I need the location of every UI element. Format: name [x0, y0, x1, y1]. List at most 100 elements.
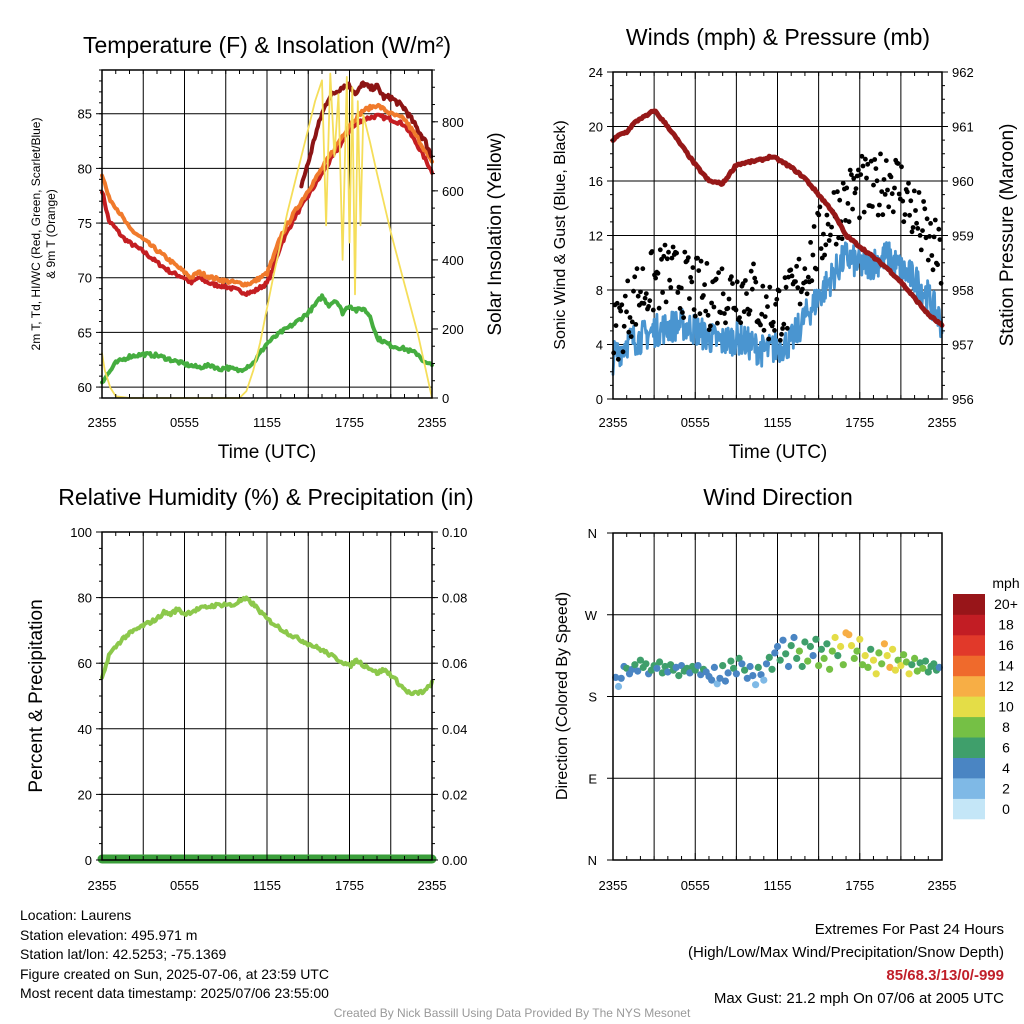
colorbar-label: 6: [1002, 739, 1010, 755]
gust-point: [810, 252, 816, 258]
direction-point: [801, 638, 809, 646]
gust-point: [902, 212, 908, 218]
direction-point: [754, 663, 762, 672]
direction-point: [878, 660, 886, 668]
gust-point: [833, 241, 839, 247]
gust-point: [907, 212, 912, 218]
temperature-ylabel-line1: 2m T, Td, HI/WC (Red, Green, Scarlet/Blu…: [29, 118, 43, 351]
speed-colorbar: 0 2 4 6 8 10 12 14 16 18 20+: [953, 594, 1018, 820]
y-tick-label: 8: [596, 283, 603, 298]
gust-point: [704, 261, 710, 266]
direction-point: [710, 663, 719, 672]
y-tick-label: 65: [78, 325, 92, 340]
credit-line: Created By Nick Bassill Using Data Provi…: [333, 1006, 691, 1020]
gust-point: [752, 275, 758, 281]
gust-point: [881, 177, 887, 182]
y-tick-label: 80: [78, 161, 92, 176]
extremes-title: Extremes For Past 24 Hours: [814, 921, 1004, 938]
gust-point: [871, 182, 876, 188]
winds-panel: Winds (mph) & Pressure (mb) 2355 0555 1155…: [552, 24, 1018, 463]
gust-point: [895, 161, 901, 166]
gust-point: [663, 299, 669, 305]
gust-point: [811, 224, 817, 229]
x-tick-label: 2355: [928, 415, 957, 430]
gust-point: [729, 274, 734, 280]
gust-point: [922, 206, 928, 212]
direction-point: [664, 668, 672, 676]
direction-point: [623, 664, 631, 672]
gust-point: [814, 266, 819, 272]
direction-point: [727, 657, 735, 665]
gust-point: [936, 226, 942, 232]
gust-point: [910, 225, 916, 230]
direction-point: [804, 657, 812, 665]
direction-point: [817, 645, 826, 653]
x-tick-label: 0555: [170, 878, 199, 893]
direction-point: [880, 640, 889, 648]
direction-point: [924, 668, 932, 676]
colorbar-swatch: [953, 737, 985, 758]
winds-title: Winds (mph) & Pressure (mb): [626, 24, 930, 50]
colorbar-label: 0: [1002, 801, 1010, 817]
gust-point: [900, 198, 906, 204]
station-info: Location: Laurens Station elevation: 495…: [20, 906, 329, 1004]
gust-point: [661, 253, 667, 259]
station-location: Location: Laurens: [20, 907, 132, 923]
gust-point: [861, 209, 867, 215]
colorbar-swatch: [953, 634, 985, 656]
direction-point: [900, 651, 908, 659]
wind-direction-gridlines: [613, 533, 942, 860]
gust-point: [723, 320, 728, 326]
gust-point: [788, 267, 794, 273]
y-tick-label: 20: [78, 787, 92, 802]
direction-point: [776, 656, 784, 664]
y2-tick-label: 0.06: [442, 656, 467, 671]
gust-point: [760, 283, 766, 289]
gust-point: [759, 311, 765, 317]
gust-point: [885, 187, 890, 193]
gust-point: [628, 334, 634, 339]
direction-point: [784, 662, 793, 671]
direction-point: [713, 680, 721, 688]
gust-point: [937, 237, 943, 243]
y-tick-label: 100: [70, 525, 92, 540]
colorbar-swatch: [953, 614, 985, 636]
gust-point: [677, 306, 683, 311]
y-tick-label: 60: [78, 656, 92, 671]
x-tick-label: 2355: [599, 415, 628, 430]
direction-point: [743, 674, 751, 682]
gust-point: [781, 321, 787, 327]
gust-point: [643, 291, 649, 296]
direction-point: [894, 656, 902, 664]
gust-point: [629, 319, 635, 325]
gust-point: [930, 267, 936, 273]
gust-point: [631, 288, 636, 294]
direction-tick-label: N: [588, 526, 597, 541]
y-tick-label: 20: [589, 120, 603, 135]
gust-point: [809, 278, 815, 284]
gust-point: [872, 157, 878, 162]
direction-point: [812, 635, 820, 643]
gust-point: [620, 349, 626, 355]
gust-point: [770, 319, 776, 325]
direction-point: [782, 650, 790, 658]
gust-point: [734, 279, 740, 285]
y-tick-label: 24: [589, 65, 603, 80]
colorbar-swatch: [953, 778, 985, 799]
temperature-title: Temperature (F) & Insolation (W/m²): [83, 32, 451, 58]
gust-point: [918, 247, 924, 253]
gust-point: [743, 278, 748, 283]
direction-point: [820, 654, 828, 663]
gust-point: [701, 293, 706, 298]
direction-point: [653, 664, 661, 672]
gust-point: [642, 295, 648, 301]
gust-point: [716, 270, 721, 276]
gust-point: [725, 305, 731, 311]
gust-point: [821, 231, 826, 237]
gust-point: [748, 268, 754, 274]
gust-point: [751, 261, 756, 267]
gust-point: [632, 274, 638, 280]
colorbar-swatch: [953, 594, 985, 615]
t9m-line: [100, 102, 434, 288]
gust-point: [883, 158, 889, 164]
